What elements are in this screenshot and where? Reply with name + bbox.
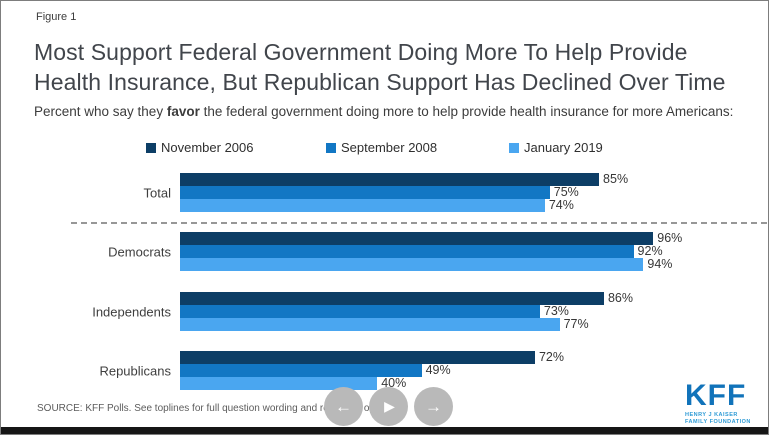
legend-item: January 2019 (509, 140, 603, 155)
arrow-left-icon: ← (335, 396, 352, 416)
value-label: 96% (657, 231, 683, 245)
bar-democrats-november-2006 (180, 232, 654, 245)
next-slide-button[interactable]: → (414, 387, 453, 426)
subtitle-bold-word: favor (166, 104, 200, 119)
bar-total-january-2019 (180, 199, 545, 212)
bar-group-democrats: Democrats 96% 92% 94% (1, 232, 768, 271)
bar-democrats-january-2019 (180, 258, 644, 271)
legend-label: November 2006 (161, 140, 254, 155)
value-label: 75% (553, 185, 579, 199)
bar-democrats-september-2008 (180, 245, 634, 258)
source-note: SOURCE: KFF Polls. See toplines for full… (37, 403, 399, 414)
category-label: Republicans (99, 363, 171, 378)
kff-logo-text: KFF (685, 379, 747, 412)
bar-rows: 72% 49% 40% (180, 351, 564, 390)
kff-logo-subline2: FAMILY FOUNDATION (685, 418, 751, 425)
chart-title-line2: Health Insurance, But Republican Support… (34, 69, 726, 95)
category-label: Democrats (108, 244, 171, 259)
bar-republicans-november-2006 (180, 351, 535, 364)
bar-group-total: Total 85% 75% 74% (1, 173, 768, 212)
play-slideshow-button[interactable]: ▶ (369, 387, 408, 426)
value-label: 74% (548, 198, 574, 212)
chart-title-line1: Most Support Federal Government Doing Mo… (34, 39, 688, 65)
bar-row: 75% (180, 186, 628, 199)
value-label: 72% (538, 350, 564, 364)
chart-title: Most Support Federal Government Doing Mo… (34, 37, 726, 97)
chart-subtitle: Percent who say they favor the federal g… (34, 103, 734, 120)
bar-row: 96% (180, 232, 682, 245)
legend-swatch-icon (509, 142, 519, 153)
bar-republicans-january-2019 (180, 377, 378, 390)
category-label: Total (143, 185, 171, 200)
legend-swatch-icon (326, 142, 336, 153)
subtitle-prefix: Percent who say they (34, 104, 167, 119)
legend-swatch-icon (146, 142, 156, 153)
bar-rows: 96% 92% 94% (180, 232, 682, 271)
previous-slide-button[interactable]: ← (324, 387, 363, 426)
kff-logo-subline1: HENRY J KAISER (685, 412, 738, 418)
bar-group-republicans: Republicans 72% 49% 40% (1, 351, 768, 390)
bar-row: 85% (180, 173, 628, 186)
value-label: 94% (647, 257, 673, 271)
value-label: 85% (603, 172, 629, 186)
bar-rows: 86% 73% 77% (180, 292, 633, 331)
bar-republicans-september-2008 (180, 364, 422, 377)
bar-independents-january-2019 (180, 318, 560, 331)
value-label: 73% (543, 304, 569, 318)
legend-label: January 2019 (524, 140, 603, 155)
bar-independents-september-2008 (180, 305, 540, 318)
bar-group-independents: Independents 86% 73% 77% (1, 292, 768, 331)
value-label: 92% (637, 244, 663, 258)
carousel-controls: ← ▶ → (324, 387, 453, 426)
figure-label: Figure 1 (36, 11, 77, 23)
bar-rows: 85% 75% 74% (180, 173, 628, 212)
subtitle-suffix: the federal government doing more to hel… (199, 104, 734, 119)
arrow-right-icon: → (425, 396, 442, 416)
total-separator-line (71, 222, 767, 224)
legend-item: September 2008 (326, 140, 437, 155)
bar-row: 49% (180, 364, 564, 377)
bar-row: 86% (180, 292, 633, 305)
value-label: 49% (425, 363, 451, 377)
value-label: 40% (381, 376, 407, 390)
play-icon: ▶ (384, 398, 395, 414)
kff-logo: KFF HENRY J KAISER FAMILY FOUNDATION (685, 380, 751, 425)
bar-row: 77% (180, 318, 633, 331)
legend-item: November 2006 (146, 140, 254, 155)
value-label: 86% (607, 291, 633, 305)
bar-independents-november-2006 (180, 292, 604, 305)
bottom-border-bar (1, 427, 768, 434)
category-label: Independents (92, 304, 171, 319)
value-label: 77% (563, 317, 589, 331)
legend-label: September 2008 (341, 140, 438, 155)
bar-row: 92% (180, 245, 682, 258)
bar-row: 73% (180, 305, 633, 318)
bar-row: 74% (180, 199, 628, 212)
bar-row: 72% (180, 351, 564, 364)
bar-total-september-2008 (180, 186, 550, 199)
bar-row: 94% (180, 258, 682, 271)
bar-total-november-2006 (180, 173, 600, 186)
bar-row: 40% (180, 377, 564, 390)
